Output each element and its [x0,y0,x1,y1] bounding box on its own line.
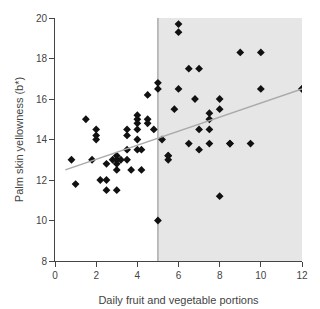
svg-text:10: 10 [36,215,48,226]
svg-text:10: 10 [255,270,267,281]
svg-text:14: 14 [36,134,48,145]
svg-text:6: 6 [176,270,182,281]
svg-text:18: 18 [36,53,48,64]
svg-text:0: 0 [52,270,58,281]
svg-text:12: 12 [36,175,48,186]
svg-text:2: 2 [93,270,99,281]
svg-text:16: 16 [36,94,48,105]
svg-text:4: 4 [135,270,141,281]
svg-text:20: 20 [36,13,48,24]
svg-text:8: 8 [41,256,47,267]
svg-text:Palm skin yellowness (b*): Palm skin yellowness (b*) [13,77,25,202]
svg-text:12: 12 [296,270,308,281]
svg-text:8: 8 [217,270,223,281]
svg-text:Daily fruit and vegetable port: Daily fruit and vegetable portions [98,294,259,306]
